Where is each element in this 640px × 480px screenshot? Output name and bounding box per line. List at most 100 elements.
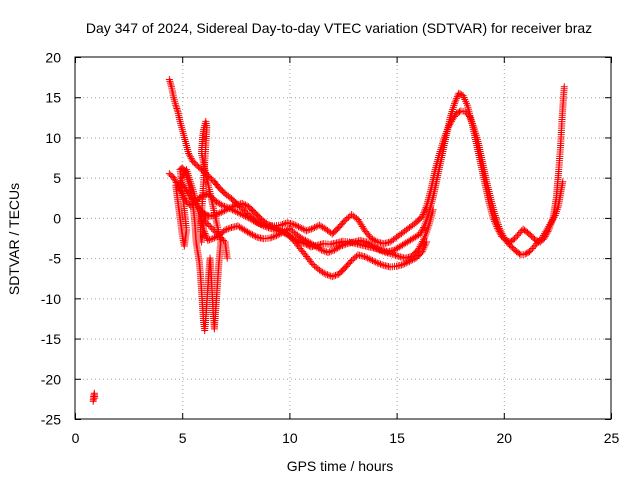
y-tick-label: 10 [45, 130, 61, 146]
data-point-marker [221, 226, 229, 234]
data-point-marker [528, 244, 536, 252]
data-point-marker [214, 230, 222, 238]
data-point-marker [173, 104, 181, 112]
data-point-marker [559, 178, 567, 186]
data-point-marker [379, 247, 387, 255]
data-point-marker [511, 235, 519, 243]
data-point-marker [465, 113, 473, 121]
data-point-marker [221, 207, 229, 215]
data-point-marker [321, 247, 329, 255]
data-point-marker [311, 224, 319, 232]
data-point-marker [229, 203, 237, 211]
data-point-marker [250, 232, 258, 240]
data-point-marker [220, 236, 228, 244]
chart-title: Day 347 of 2024, Sidereal Day-to-day VTE… [86, 20, 592, 36]
data-point-marker [419, 225, 427, 233]
data-point-marker [326, 248, 334, 256]
data-point-marker [544, 224, 552, 232]
data-point-marker [331, 271, 339, 279]
data-point-marker [340, 218, 348, 226]
data-point-marker [531, 241, 539, 249]
y-tick-label: -10 [41, 291, 61, 307]
data-point-marker [393, 252, 401, 260]
data-point-marker [418, 227, 426, 235]
data-point-marker [451, 98, 459, 106]
data-point-marker [407, 257, 415, 265]
data-point-marker [243, 213, 251, 221]
data-point-marker [445, 122, 453, 130]
data-point-marker [268, 233, 276, 241]
data-point-marker [454, 109, 462, 117]
data-point-marker [463, 109, 471, 117]
data-point-marker [496, 226, 504, 234]
data-point-marker [533, 240, 541, 248]
x-axis-label: GPS time / hours [287, 458, 394, 474]
x-tick-label: 20 [497, 430, 513, 446]
data-point-marker [327, 247, 335, 255]
data-point-marker [390, 251, 398, 259]
data-point-marker [186, 153, 194, 161]
data-point-marker [444, 124, 452, 132]
data-point-marker [211, 227, 219, 235]
data-point-marker [301, 236, 309, 244]
axis-ticks [75, 57, 612, 420]
data-point-marker [377, 260, 385, 268]
y-tick-label: 20 [45, 50, 61, 66]
data-point-marker [312, 223, 320, 231]
data-point-marker [224, 205, 232, 213]
data-point-marker [233, 208, 241, 216]
data-point-marker [374, 245, 382, 253]
data-point-marker [269, 223, 277, 231]
data-point-marker [308, 259, 316, 267]
data-point-marker [521, 250, 529, 258]
data-point-marker [455, 89, 463, 97]
data-point-marker [456, 90, 464, 98]
data-point-marker [364, 254, 372, 262]
data-point-marker [180, 166, 188, 174]
data-points [89, 76, 568, 405]
data-point-marker [266, 234, 274, 242]
data-point-marker [237, 210, 245, 218]
x-tick-labels: 0 5 10 15 20 25 [72, 430, 620, 446]
data-point-marker [421, 205, 429, 213]
data-point-marker [375, 260, 383, 268]
data-point-marker [461, 108, 469, 116]
data-point-marker [251, 218, 259, 226]
data-point-marker [209, 235, 217, 243]
data-point-marker [453, 109, 461, 117]
x-tick-label: 5 [179, 430, 187, 446]
data-point-marker [306, 226, 314, 234]
data-point-marker [304, 226, 312, 234]
data-point-marker [241, 212, 249, 220]
data-point-marker [450, 100, 458, 108]
data-point-marker [419, 211, 427, 219]
data-point-marker [280, 220, 288, 228]
data-point-marker [293, 222, 301, 230]
data-point-marker [447, 119, 455, 127]
data-point-marker [342, 240, 350, 248]
data-point-marker [217, 208, 225, 216]
data-point-marker [217, 201, 225, 209]
data-point-marker [453, 94, 461, 102]
data-point-marker [468, 118, 476, 126]
data-point-marker [513, 232, 521, 240]
data-point-marker [324, 248, 332, 256]
data-point-marker [278, 221, 286, 229]
data-point-marker [273, 232, 281, 240]
data-point-marker [542, 228, 550, 236]
series-group [89, 389, 99, 405]
data-point-marker [372, 258, 380, 266]
data-point-marker [550, 213, 558, 221]
series-group [165, 76, 568, 256]
data-point-marker [202, 190, 210, 198]
data-point-marker [253, 219, 261, 227]
data-point-marker [206, 223, 214, 231]
data-point-marker [402, 259, 410, 267]
x-tick-label: 15 [389, 430, 405, 446]
data-point-marker [298, 235, 306, 243]
data-point-marker [370, 257, 378, 265]
data-point-marker [290, 220, 298, 228]
y-tick-label: -25 [41, 412, 61, 428]
